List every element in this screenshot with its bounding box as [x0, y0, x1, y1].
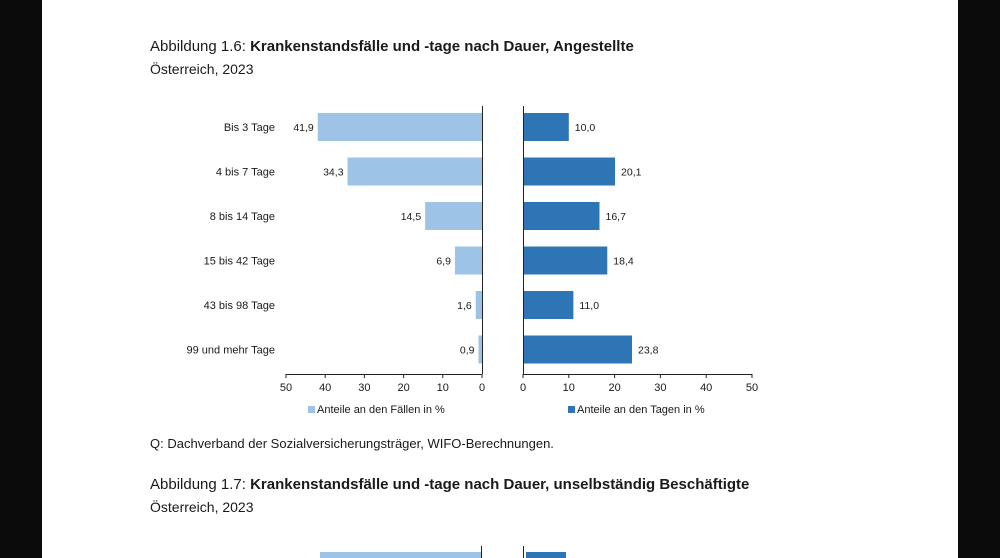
- figure-1-title: Abbildung 1.6: Krankenstandsfälle und -t…: [150, 38, 634, 55]
- left-tick-label: 0: [479, 382, 485, 394]
- left-tick-label: 40: [319, 382, 331, 394]
- right-tick-label: 10: [563, 382, 575, 394]
- left-tick-label: 20: [397, 382, 409, 394]
- right-tick-label: 30: [654, 382, 666, 394]
- data-label-faelle: 1,6: [457, 300, 472, 312]
- data-label-tage: 11,0: [579, 300, 599, 312]
- data-label-faelle: 41,9: [293, 122, 314, 134]
- bar-tage: [523, 113, 569, 141]
- data-label-tage: 18,4: [613, 256, 634, 268]
- chart-figure-1-6: Bis 3 Tage 41,9 10,0 4 bis 7 Tage 34,3 20,1 8 …: [187, 106, 758, 416]
- bar-faelle: [425, 202, 482, 230]
- bar-faelle: [347, 157, 482, 186]
- data-label-faelle: 34,3: [323, 167, 344, 179]
- legend-label-faelle: Anteile an den Fällen in %: [317, 404, 445, 416]
- right-tick-label: 20: [608, 382, 620, 394]
- category-label: 43 bis 98 Tage: [204, 300, 275, 312]
- fig2-bar-tage-partial: [526, 552, 566, 558]
- bar-faelle: [454, 246, 482, 275]
- figure-1-source: Q: Dachverband der Sozialversicherungstr…: [150, 436, 554, 451]
- bar-faelle: [478, 335, 482, 364]
- bar-tage: [523, 291, 574, 319]
- category-label: Bis 3 Tage: [224, 122, 275, 134]
- legend-swatch-faelle: [308, 406, 315, 413]
- category-label: 4 bis 7 Tage: [216, 167, 275, 179]
- bar-tage: [523, 157, 616, 186]
- legend-swatch-tage: [568, 406, 575, 413]
- document-page: Abbildung 1.6: Krankenstandsfälle und -t…: [42, 0, 958, 558]
- data-label-tage: 20,1: [621, 167, 642, 179]
- figure-2-heading: Krankenstandsfälle und -tage nach Dauer,…: [250, 476, 750, 493]
- bar-faelle: [317, 113, 482, 141]
- bar-tage: [523, 335, 633, 364]
- figure-2-label: Abbildung 1.7:: [150, 476, 246, 493]
- right-tick-label: 40: [700, 382, 712, 394]
- right-tick-label: 50: [746, 382, 758, 394]
- data-label-tage: 16,7: [605, 211, 626, 223]
- category-label: 8 bis 14 Tage: [210, 211, 275, 223]
- bar-tage: [523, 246, 608, 275]
- bar-tage: [523, 202, 600, 230]
- category-label: 99 und mehr Tage: [187, 345, 275, 357]
- left-tick-label: 50: [280, 382, 292, 394]
- left-tick-label: 30: [358, 382, 370, 394]
- legend-label-tage: Anteile an den Tagen in %: [577, 404, 705, 416]
- fig2-bar-faelle-partial: [320, 552, 481, 558]
- data-label-faelle: 6,9: [436, 256, 451, 268]
- figure-2-title: Abbildung 1.7: Krankenstandsfälle und -t…: [150, 476, 749, 493]
- data-label-faelle: 14,5: [401, 211, 422, 223]
- bar-faelle: [475, 291, 482, 319]
- data-label-faelle: 0,9: [460, 345, 475, 357]
- category-label: 15 bis 42 Tage: [204, 256, 275, 268]
- figure-1-label: Abbildung 1.6:: [150, 38, 246, 55]
- data-label-tage: 23,8: [638, 345, 659, 357]
- figure-1-heading: Krankenstandsfälle und -tage nach Dauer,…: [250, 38, 634, 55]
- left-tick-label: 10: [437, 382, 449, 394]
- figure-1-subtitle: Österreich, 2023: [150, 61, 254, 77]
- figure-2-subtitle: Österreich, 2023: [150, 499, 254, 515]
- right-tick-label: 0: [520, 382, 526, 394]
- data-label-tage: 10,0: [575, 122, 596, 134]
